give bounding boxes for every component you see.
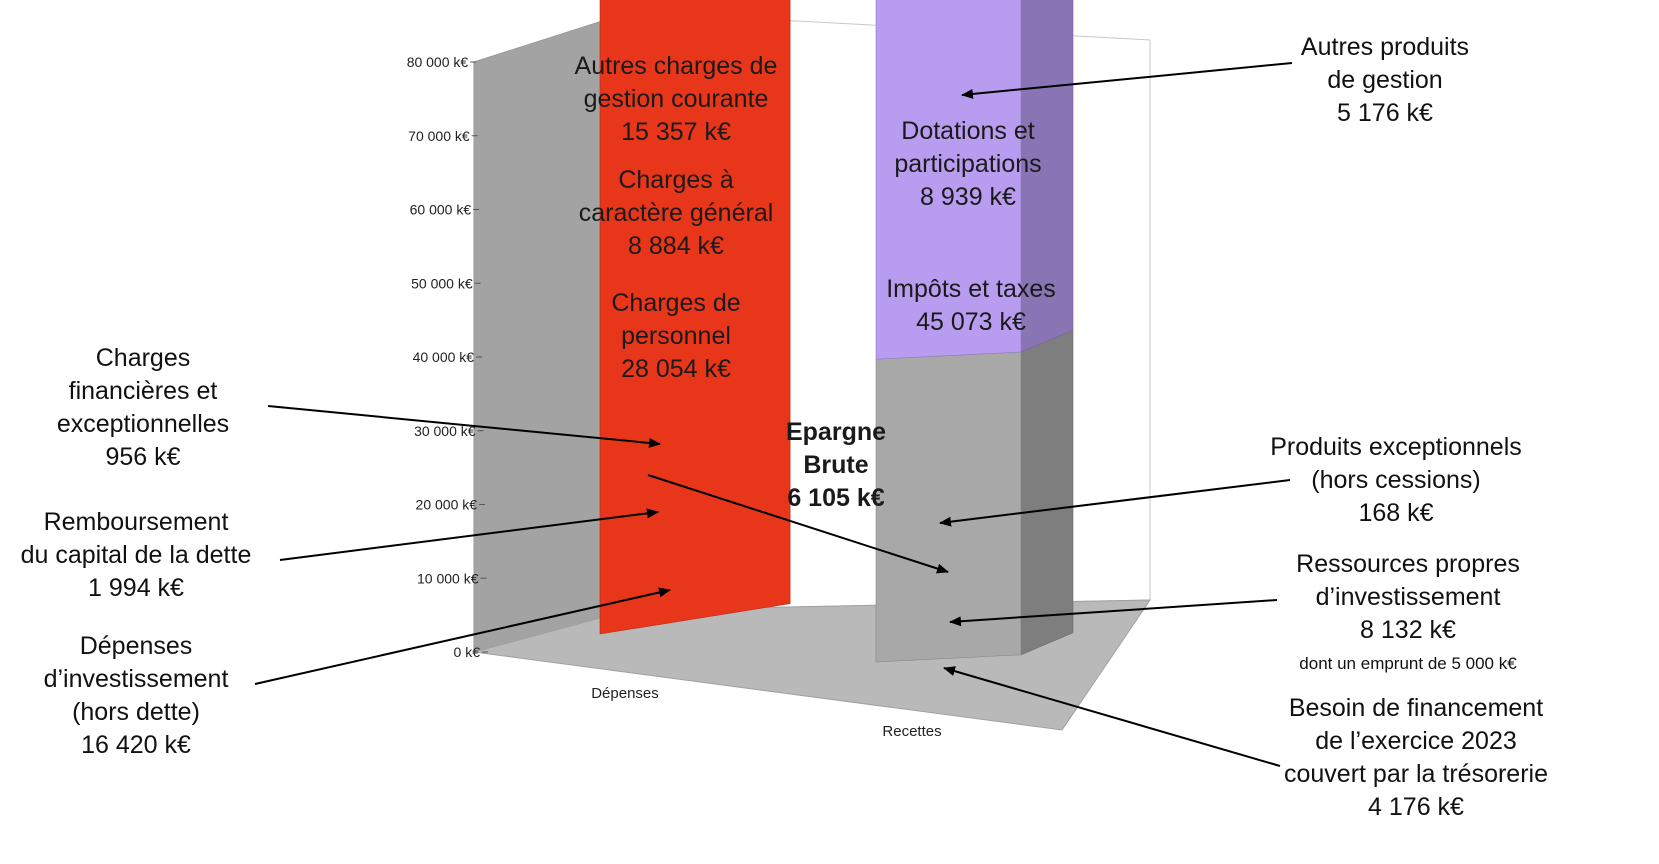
callout-labels: Dépenses d’investissement (hors dette) 16 4… xyxy=(21,33,1548,821)
callout-label: Besoin de financement de l’exercice 2023 c… xyxy=(1284,694,1548,821)
y-tick-label: 70 000 k€ xyxy=(408,128,470,144)
callout-label: Remboursement du capital de la dette 1 994… xyxy=(21,508,252,602)
segment-label: Epargne Brute 6 105 k€ xyxy=(786,418,886,512)
x-category-label: Recettes xyxy=(882,723,941,740)
segment-label: Impôts et taxes 45 073 k€ xyxy=(886,275,1056,336)
bar-segment xyxy=(875,329,1074,663)
callout-arrow xyxy=(961,62,1293,99)
y-tick-label: 10 000 k€ xyxy=(417,570,479,586)
segment-label: Charges de personnel 28 054 k€ xyxy=(611,289,740,383)
segment-labels: Epargne Brute 6 105 k€ Charges de personnel 2… xyxy=(575,52,1056,512)
callout-arrow xyxy=(254,587,671,685)
callout-label: Autres produits de gestion 5 176 k€ xyxy=(1301,33,1469,127)
bar-segments xyxy=(599,0,1074,663)
segment-label: Dotations et participations 8 939 k€ xyxy=(894,117,1041,211)
x-axis: Dépenses Recettes xyxy=(591,685,941,740)
y-tick-label: 0 k€ xyxy=(454,644,481,660)
callout-arrow xyxy=(279,508,659,561)
bar-segment-front xyxy=(599,0,791,635)
y-tick-label: 40 000 k€ xyxy=(413,349,475,365)
bar-segment-front xyxy=(875,0,1022,360)
callout-arrow xyxy=(939,479,1291,527)
y-tick-label: 30 000 k€ xyxy=(414,423,476,439)
bar-segment xyxy=(599,0,791,635)
bar-segment-front xyxy=(875,351,1022,663)
callout-note: dont un emprunt de 5 000 k€ xyxy=(1299,654,1517,673)
callout-arrow xyxy=(949,599,1278,627)
segment-label: Charges à caractère général 8 884 k€ xyxy=(579,166,774,260)
segment-label: Autres charges de gestion courante 15 357 … xyxy=(575,52,778,146)
callout-label: Produits exceptionnels (hors cessions) 168… xyxy=(1270,433,1522,527)
y-tick-label: 60 000 k€ xyxy=(410,202,472,218)
bar-segment xyxy=(875,0,1074,360)
callout-arrow xyxy=(267,405,661,448)
callout-label: Charges financières et exceptionnelles 956 … xyxy=(57,344,229,471)
callout-arrow xyxy=(647,474,949,574)
y-tick-label: 20 000 k€ xyxy=(416,497,478,513)
callout-label: Dépenses d’investissement (hors dette) 16 4… xyxy=(44,632,229,759)
x-category-label: Dépenses xyxy=(591,685,659,702)
callout-label: Ressources propres d’investissement 8 132 … xyxy=(1296,550,1520,644)
bar-segment-side xyxy=(1020,329,1074,656)
y-tick-label: 50 000 k€ xyxy=(411,275,473,291)
callout-arrow xyxy=(943,666,1281,767)
y-tick-label: 80 000 k€ xyxy=(407,54,469,70)
y-axis: 0 k€ 10 000 k€ 20 000 k€ 30 000 k€ 40 000 k€… xyxy=(407,54,488,660)
